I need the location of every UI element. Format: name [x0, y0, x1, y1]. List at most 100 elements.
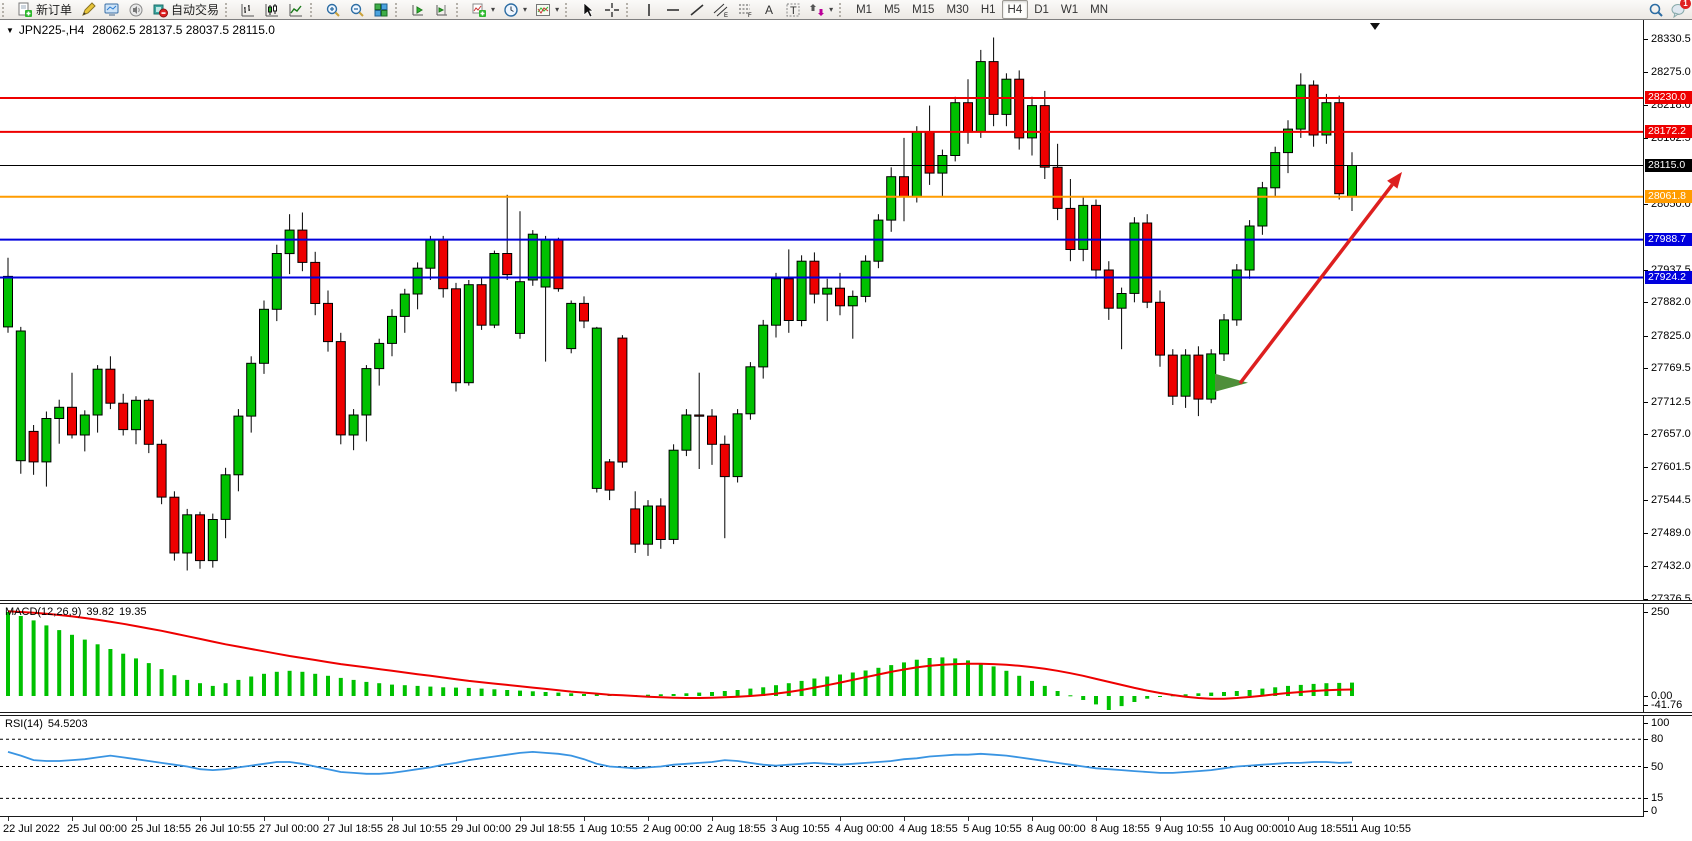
text-label-button[interactable]: T	[781, 0, 805, 19]
price-tick: 27544.5	[1651, 494, 1691, 507]
trendline-button[interactable]	[685, 0, 709, 19]
timeframe-h4-button[interactable]: H4	[1001, 0, 1029, 19]
auto-scroll-button[interactable]	[406, 0, 430, 19]
candle-body	[310, 261, 321, 304]
price-level-label: 27924.2	[1645, 270, 1692, 284]
candle-body	[92, 368, 103, 416]
zoom-in-button[interactable]	[321, 0, 345, 19]
pencil-icon	[80, 1, 96, 18]
arrows-button[interactable]: ▾	[805, 0, 837, 19]
vertical-line-button[interactable]	[637, 0, 661, 19]
candle-body	[451, 288, 461, 384]
line-chart-icon	[288, 2, 304, 18]
candle-body	[476, 284, 487, 326]
equidistant-channel-button[interactable]: E	[709, 0, 733, 19]
candle-body	[361, 368, 372, 416]
candle-body	[399, 293, 410, 317]
candle-body	[1244, 225, 1255, 271]
candle-body	[771, 278, 781, 326]
metaeditor-button[interactable]	[76, 0, 100, 19]
candle-body	[118, 402, 129, 431]
symbol-dropdown-icon[interactable]: ▼	[6, 25, 14, 35]
toolbar-grip	[2, 2, 11, 17]
candle-body	[579, 302, 589, 322]
candlestick-chart-button[interactable]	[260, 0, 284, 19]
panel-separator[interactable]	[0, 712, 1692, 716]
timeframe-d1-button[interactable]: D1	[1034, 3, 1049, 16]
cursor-button[interactable]	[576, 0, 600, 19]
date-tick-label: 9 Aug 10:55	[1155, 823, 1214, 835]
auto-scroll-icon	[410, 2, 426, 18]
new-order-button[interactable]: 新订单	[13, 0, 76, 19]
date-tick-label: 25 Jul 00:00	[67, 823, 127, 835]
chevron-down-icon[interactable]: ▾	[555, 5, 560, 14]
text-button[interactable]: A	[757, 0, 781, 19]
candle-body	[1155, 301, 1165, 356]
green-arrow-marker[interactable]	[1215, 373, 1248, 392]
trend-arrow-line[interactable]	[1238, 183, 1394, 385]
candle-body	[937, 155, 948, 174]
macd-panel[interactable]: MACD(12,26,9) 39.82 19.35	[0, 604, 1643, 712]
candle-body	[758, 324, 769, 368]
candle-body	[1295, 84, 1306, 130]
date-tick-label: 22 Jul 2022	[3, 823, 60, 835]
bar-chart-button[interactable]	[236, 0, 260, 19]
date-tick-label: 10 Aug 00:00	[1219, 823, 1284, 835]
candle-body	[220, 474, 231, 520]
date-tick-label: 29 Jul 18:55	[515, 823, 575, 835]
macd-tick: -41.76	[1651, 699, 1683, 711]
horizontal-line-button[interactable]	[661, 0, 685, 19]
sound-alert-button[interactable]	[124, 0, 148, 19]
chevron-down-icon[interactable]: ▾	[829, 5, 834, 14]
candle-body	[28, 430, 39, 463]
timeframe-m5-button[interactable]: M5	[884, 3, 901, 16]
chevron-down-icon[interactable]: ▾	[491, 5, 496, 14]
candle-body	[1270, 152, 1281, 189]
chart-shift-marker[interactable]	[1370, 23, 1380, 30]
date-tick-label: 1 Aug 10:55	[579, 823, 638, 835]
tile-windows-button[interactable]	[369, 0, 393, 19]
panel-separator[interactable]	[0, 600, 1692, 604]
price-chart-panel[interactable]: ▼ JPN225-,H4 28062.5 28137.5 28037.5 281…	[0, 20, 1643, 600]
date-axis[interactable]: 22 Jul 2022 25 Jul 00:00 25 Jul 18:55 26 Ju…	[0, 817, 1692, 841]
candle-body	[1027, 105, 1037, 139]
chevron-down-icon[interactable]: ▾	[523, 5, 528, 14]
monitor-icon	[104, 2, 120, 18]
periods-button[interactable]: ▾	[499, 0, 531, 19]
fibonacci-button[interactable]: F	[733, 0, 757, 19]
rsi-panel[interactable]: RSI(14) 54.5203	[0, 716, 1643, 817]
timeframe-mn-button[interactable]: MN	[1090, 3, 1109, 16]
market-watch-button[interactable]	[100, 0, 124, 19]
timeframe-m1-button[interactable]: M1	[856, 3, 873, 16]
line-chart-button[interactable]	[284, 0, 308, 19]
candle-body	[1142, 222, 1153, 303]
macd-signal-line	[7, 610, 1353, 700]
date-tick-label: 25 Jul 18:55	[131, 823, 191, 835]
candle-body	[259, 308, 269, 364]
svg-text:E: E	[724, 13, 728, 18]
button-label: 新订单	[36, 3, 73, 17]
zoom-out-button[interactable]	[345, 0, 369, 19]
timeframe-h1-button[interactable]: H1	[980, 3, 996, 16]
search-button[interactable]	[1648, 2, 1664, 18]
timeframe-m30-button[interactable]: M30	[946, 3, 969, 16]
candle-body	[783, 278, 794, 321]
timeframe-m15-button[interactable]: M15	[912, 3, 935, 16]
price-tick: 27769.5	[1651, 362, 1691, 375]
macd-histogram	[6, 612, 1354, 710]
price-axis[interactable]: 28330.528275.028218.028162.528050.027937…	[1643, 20, 1692, 605]
chart-shift-button[interactable]	[430, 0, 454, 19]
notifications-button[interactable]: 1	[1670, 0, 1691, 18]
crosshair-button[interactable]	[600, 0, 624, 19]
candle-body	[1283, 128, 1293, 154]
candle-body	[1014, 78, 1025, 139]
candle-body	[297, 229, 308, 263]
candle-body	[1001, 78, 1012, 115]
autotrading-button[interactable]: 自动交易	[148, 0, 223, 19]
trend-arrow-head	[1387, 172, 1402, 189]
timeframe-w1-button[interactable]: W1	[1060, 3, 1079, 16]
templates-button[interactable]: ▾	[531, 0, 563, 19]
indicators-button[interactable]: ▾	[467, 0, 499, 19]
notification-badge: 1	[1680, 0, 1691, 9]
date-tick-label: 8 Aug 18:55	[1091, 823, 1150, 835]
